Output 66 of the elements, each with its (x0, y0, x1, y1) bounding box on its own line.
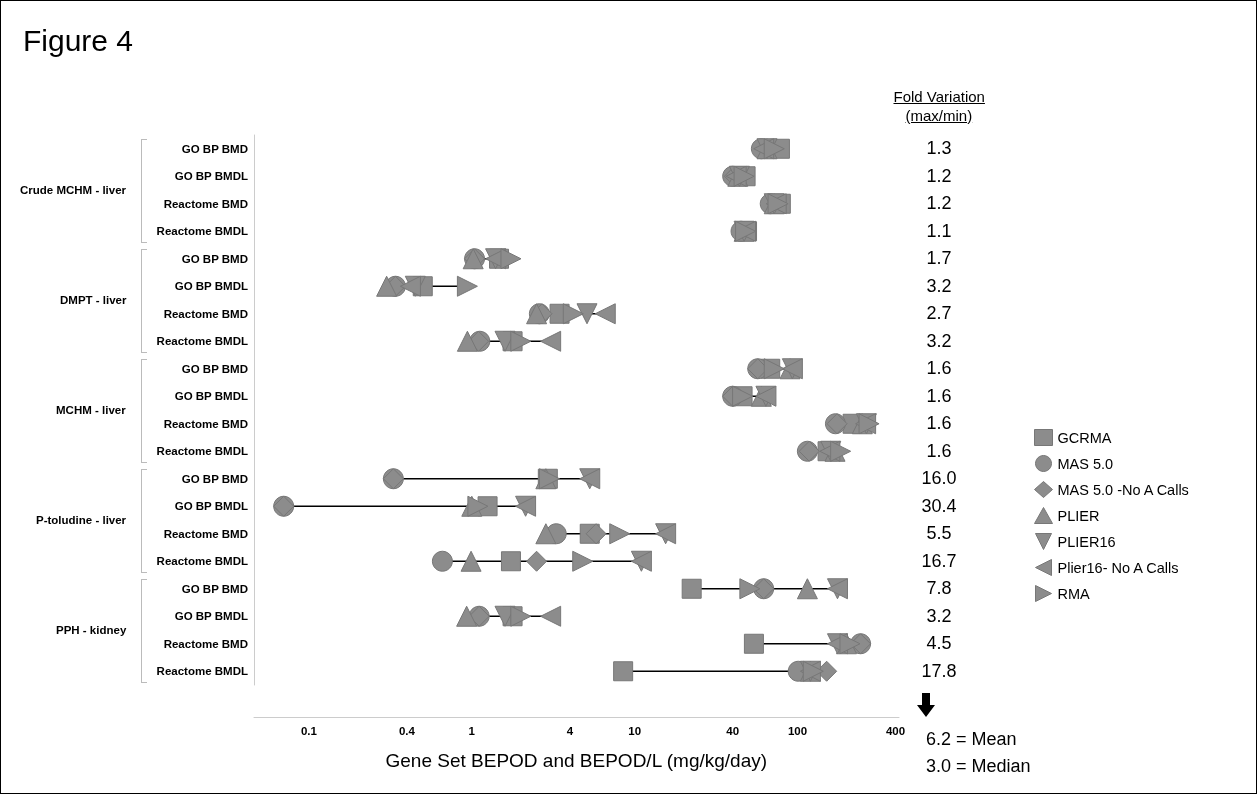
y-tick-label: Reactome BMDL (156, 335, 248, 348)
x-tick-label: 0.1 (300, 725, 318, 737)
text: 1.6 (926, 440, 952, 462)
text: 5.5 (926, 523, 952, 545)
text: 1.1 (926, 220, 952, 242)
x-tick-label: 10 (628, 725, 642, 737)
text: 3.2 (926, 330, 952, 352)
text: 1.2 (926, 165, 952, 187)
y-tick-label: GO BP BMD (181, 252, 248, 265)
x-axis-title: Gene Set BEPOD and BEPOD/L (mg/kg/day) (385, 750, 768, 772)
y-tick-label: Reactome BMDL (156, 225, 248, 238)
y-tick-label: Reactome BMD (163, 417, 248, 430)
text: 16.0 (921, 468, 957, 490)
text: 1.3 (926, 138, 952, 160)
text: 7.8 (926, 578, 952, 600)
y-tick-label: GO BP BMDL (174, 280, 248, 293)
text: 1.7 (926, 248, 952, 270)
y-tick-label: Reactome BMDL (156, 555, 248, 568)
text: Fold Variation (893, 87, 985, 105)
x-tick-label: 400 (885, 725, 906, 737)
y-tick-label: GO BP BMD (181, 362, 248, 375)
y-tick-label: GO BP BMD (181, 142, 248, 155)
x-tick-label: 1 (468, 725, 476, 737)
text: 4.5 (926, 633, 952, 655)
text: MCHM - liver (56, 404, 126, 416)
y-tick-label: GO BP BMDL (174, 170, 248, 183)
legend-label: RMA (1057, 585, 1091, 602)
y-tick-label: GO BP BMDL (174, 390, 248, 403)
legend-label: MAS 5.0 -No A Calls (1057, 481, 1189, 498)
text: DMPT - liver (60, 294, 127, 306)
text: 30.4 (921, 495, 957, 517)
text: 3.2 (926, 275, 952, 297)
text: 16.7 (921, 550, 957, 572)
y-tick-label: Reactome BMD (163, 197, 248, 210)
legend-label: MAS 5.0 (1057, 455, 1114, 472)
x-tick-label: 0.4 (398, 725, 416, 737)
text: 1.6 (926, 385, 952, 407)
y-tick-label: Reactome BMD (163, 307, 248, 320)
y-tick-label: GO BP BMDL (174, 500, 248, 513)
x-tick-label: 100 (787, 725, 808, 737)
text: 3.0 = Median (926, 755, 1031, 777)
legend-label: PLIER16 (1057, 533, 1116, 550)
x-tick-label: 40 (726, 725, 740, 737)
text: 1.6 (926, 358, 952, 380)
y-tick-label: Reactome BMD (163, 637, 248, 650)
text: Crude MCHM - liver (20, 184, 127, 196)
text: (max/min) (905, 106, 973, 124)
y-tick-label: Reactome BMD (163, 527, 248, 540)
y-tick-label: GO BP BMD (181, 472, 248, 485)
y-tick-label: GO BP BMDL (174, 610, 248, 623)
text: 2.7 (926, 303, 952, 325)
text: 1.2 (926, 193, 952, 215)
y-tick-label: Reactome BMDL (156, 445, 248, 458)
x-tick-label: 4 (566, 725, 574, 737)
legend-label: GCRMA (1057, 429, 1112, 446)
legend-label: Plier16- No A Calls (1057, 559, 1179, 576)
text: P-toludine - liver (36, 514, 127, 526)
y-tick-label: Reactome BMDL (156, 665, 248, 678)
text: 3.2 (926, 605, 952, 627)
text: 1.6 (926, 413, 952, 435)
text: 6.2 = Mean (926, 728, 1017, 750)
text: PPH - kidney (56, 624, 127, 636)
chart-title: Figure 4 (23, 24, 134, 58)
y-tick-label: GO BP BMD (181, 582, 248, 595)
legend-label: PLIER (1057, 507, 1100, 524)
text: 17.8 (921, 660, 957, 682)
